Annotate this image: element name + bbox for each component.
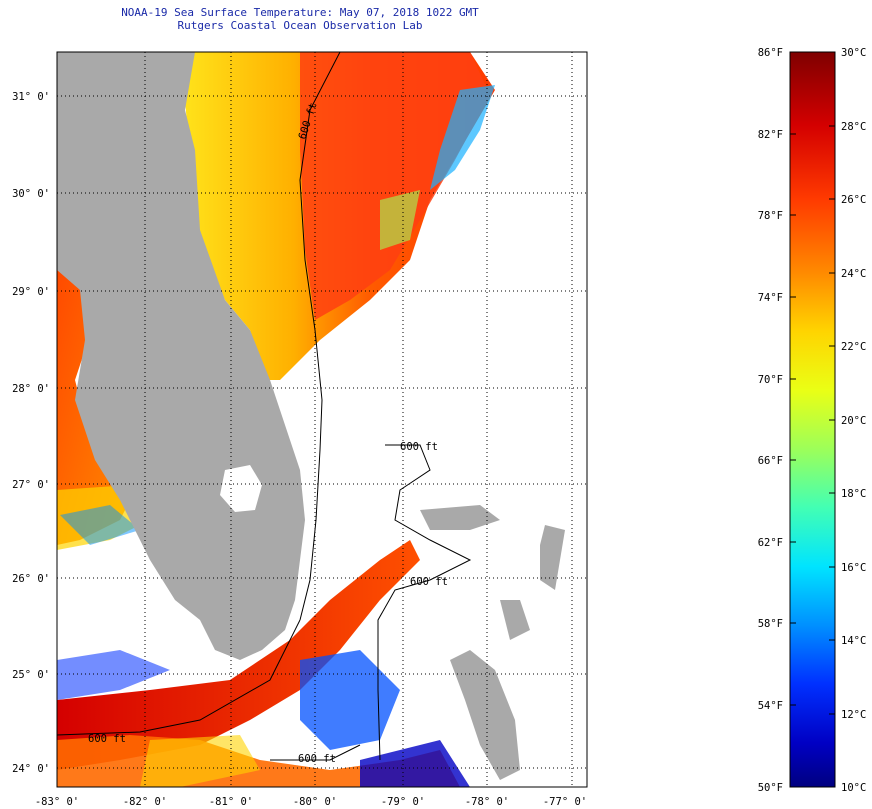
- c-label: 18°C: [841, 488, 866, 500]
- lon-label: -80° 0': [293, 796, 337, 808]
- f-label: 86°F: [758, 47, 783, 59]
- lat-label: 26° 0': [12, 573, 50, 585]
- f-label: 58°F: [758, 618, 783, 630]
- c-label: 30°C: [841, 47, 866, 59]
- lat-label: 25° 0': [12, 669, 50, 681]
- gulf-stream-warm-band: [300, 52, 490, 320]
- colorbar-celsius-scale: 30°C 28°C 26°C 24°C 22°C 20°C 18°C 16°C …: [841, 47, 866, 794]
- map-subtitle: Rutgers Coastal Ocean Observation Lab: [177, 19, 423, 32]
- f-label: 62°F: [758, 537, 783, 549]
- gulf-cloud-edge: [60, 505, 140, 545]
- lon-label: -79° 0': [381, 796, 425, 808]
- lon-label: -82° 0': [123, 796, 167, 808]
- c-label: 24°C: [841, 268, 866, 280]
- cool-patch-southeast: [360, 740, 470, 787]
- f-label: 54°F: [758, 700, 783, 712]
- berry-islands: [500, 600, 530, 640]
- temperature-colorbar: [789, 51, 836, 788]
- lon-label: -77° 0': [543, 796, 587, 808]
- f-label: 78°F: [758, 210, 783, 222]
- lon-label: -83° 0': [35, 796, 79, 808]
- lon-label: -78° 0': [465, 796, 509, 808]
- c-label: 22°C: [841, 341, 866, 353]
- lat-label: 27° 0': [12, 479, 50, 491]
- florida-current-sst-band: [57, 540, 420, 770]
- andros-island: [450, 650, 520, 780]
- isobath-label-keys: 600 ft: [88, 733, 126, 745]
- isobath-label-bahamas: 600 ft: [400, 441, 438, 453]
- f-label: 66°F: [758, 455, 783, 467]
- c-label: 20°C: [841, 415, 866, 427]
- lat-label: 29° 0': [12, 286, 50, 298]
- f-label: 50°F: [758, 782, 783, 794]
- isobath-600ft-bahamas: [377, 444, 472, 761]
- lon-label: -81° 0': [209, 796, 253, 808]
- latitude-axis: 31° 0' 30° 0' 29° 0' 28° 0' 27° 0' 26° 0…: [12, 91, 50, 775]
- isobath-label-south: 600 ft: [298, 753, 336, 765]
- cloud-edge-north: [430, 85, 495, 190]
- grand-bahama-island: [420, 505, 500, 530]
- abaco-island: [540, 525, 565, 590]
- f-label: 82°F: [758, 129, 783, 141]
- lat-label: 24° 0': [12, 763, 50, 775]
- c-label: 26°C: [841, 194, 866, 206]
- f-label: 74°F: [758, 292, 783, 304]
- cloud-edge-southwest: [57, 650, 170, 700]
- c-label: 12°C: [841, 709, 866, 721]
- cool-patch-south: [300, 650, 400, 750]
- c-label: 14°C: [841, 635, 866, 647]
- lat-label: 30° 0': [12, 188, 50, 200]
- colorbar-ticks: [790, 125, 835, 715]
- colorbar-fahrenheit-scale: 86°F 82°F 78°F 74°F 70°F 66°F 62°F 58°F …: [758, 47, 783, 794]
- graticule: [57, 52, 587, 787]
- isobath-600ft-east-florida: [299, 52, 341, 621]
- isobath-600ft-cuba: [270, 744, 361, 761]
- c-label: 16°C: [841, 562, 866, 574]
- c-label: 10°C: [841, 782, 866, 794]
- f-label: 70°F: [758, 374, 783, 386]
- warm-patch-south: [140, 735, 260, 787]
- c-label: 28°C: [841, 121, 866, 133]
- map-title: NOAA-19 Sea Surface Temperature: May 07,…: [121, 6, 479, 19]
- map-frame: [56, 51, 588, 788]
- lat-label: 28° 0': [12, 383, 50, 395]
- isobath-600ft-keys: [57, 619, 301, 736]
- gulf-of-mexico-sst-field: [57, 270, 130, 545]
- lat-label: 31° 0': [12, 91, 50, 103]
- cool-patch-north: [380, 190, 420, 250]
- isobath-label-straits: 600 ft: [410, 576, 448, 588]
- longitude-axis: -83° 0' -82° 0' -81° 0' -80° 0' -79° 0' …: [35, 796, 587, 808]
